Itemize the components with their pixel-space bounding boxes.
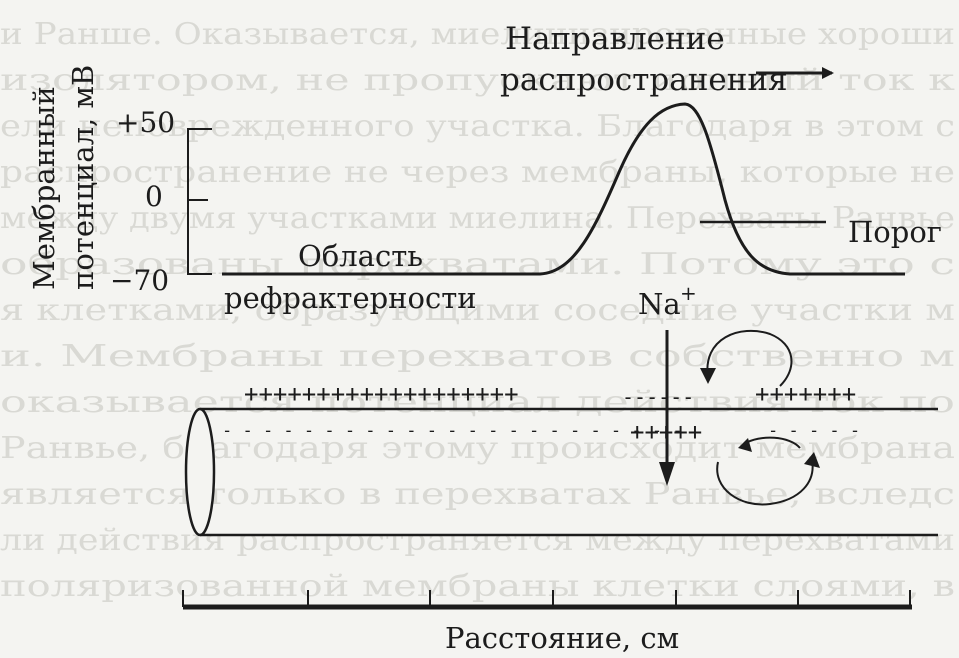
outer-positive-charges-left: +++++++++++++++++++ [244,380,519,408]
direction-label-line2: распространения [500,62,788,98]
inner-negative-charges-right: - - - - - [768,421,860,441]
background-text-line: является только в перехватах Ранвье, всл… [0,477,955,512]
inner-local-current-arrowhead-lower [804,452,820,468]
background-text-line: распространение не через мембраны, котор… [0,155,955,190]
sodium-charge-label: + [680,281,697,305]
background-text-line: изолятором, не пропускают ионный ток к [0,63,955,98]
y-axis-title-line1: Мембранный [27,86,61,290]
background-text-line: образованы перехватами. Потому это с [0,247,955,282]
threshold-label: Порог [848,215,942,249]
inner-negative-charges-left: - - - - - - - - - - - - - - - - - - - - … [222,421,683,441]
background-text-line: и. Мембраны перехватов собственно м [0,339,955,374]
sodium-ion-label: Na [638,287,681,321]
refractory-label-line1: Область [298,239,423,273]
outer-local-current-arc [706,329,793,387]
background-text-line: Ранвье, благодаря этому происходит мембр… [0,431,955,466]
direction-label-line1: Направление [505,21,725,57]
sodium-influx-arrowhead [659,462,675,486]
y-tick-label: 0 [145,180,163,213]
background-text-line: поляризованной мембраны клетки слоями, в [0,569,955,604]
x-axis-ticks [182,590,911,607]
background-text-line: оказывается потенциал действия ток по [0,385,955,420]
background-text-line: я клетками, образующими соседние участки… [0,293,955,328]
inner-local-current-arc-lower [716,459,814,506]
action-potential-curve [222,102,905,276]
outer-positive-charges-right: +++++++ [755,380,856,408]
y-tick-label: +50 [116,106,175,139]
refractory-label-line2: рефрактерности [224,281,477,315]
background-text-line: ли действия распространяется между перех… [0,523,955,558]
outer-local-current-arrowhead [700,368,716,384]
background-text-line: между двумя участками миелина. Перехваты… [0,201,955,236]
inner-positive-charges-mid: +++++ [630,418,702,446]
outer-negative-charges-mid: ------ [622,385,694,409]
y-tick-label: −70 [110,264,169,297]
background-text-line: ели неповрежденного участка. Благодаря в… [0,109,955,144]
y-axis-title-line2: потенциал, мВ [66,65,100,290]
x-axis-title: Расстояние, см [445,621,679,655]
axon-left-end [184,407,216,537]
background-bleed-text: и Ранше. Оказывается, миелинизированные … [0,17,955,604]
inner-local-current-arrowhead-upper [738,438,752,452]
background-text-line: и Ранше. Оказывается, миелинизированные … [0,17,955,52]
